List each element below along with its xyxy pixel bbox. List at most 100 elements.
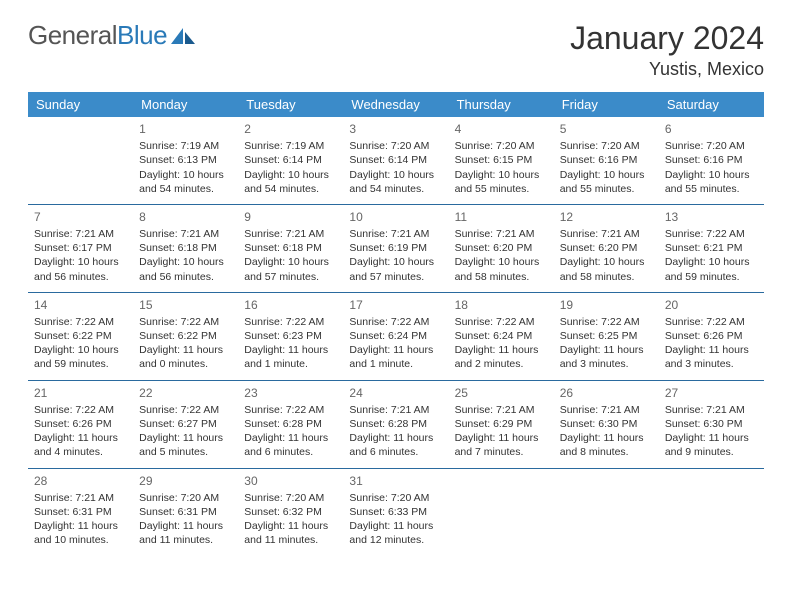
daylight-line: Daylight: 10 hours and 56 minutes. <box>34 255 127 283</box>
sunrise-line: Sunrise: 7:21 AM <box>455 227 548 241</box>
sunset-line: Sunset: 6:23 PM <box>244 329 337 343</box>
daylight-line: Daylight: 11 hours and 2 minutes. <box>455 343 548 371</box>
sunset-line: Sunset: 6:22 PM <box>139 329 232 343</box>
sunset-line: Sunset: 6:24 PM <box>455 329 548 343</box>
daylight-line: Daylight: 11 hours and 10 minutes. <box>34 519 127 547</box>
daylight-line: Daylight: 11 hours and 1 minute. <box>349 343 442 371</box>
sunset-line: Sunset: 6:16 PM <box>560 153 653 167</box>
sunrise-line: Sunrise: 7:20 AM <box>349 491 442 505</box>
sunset-line: Sunset: 6:31 PM <box>34 505 127 519</box>
sunset-line: Sunset: 6:21 PM <box>665 241 758 255</box>
day-number: 12 <box>560 209 653 225</box>
sunset-line: Sunset: 6:28 PM <box>244 417 337 431</box>
sunset-line: Sunset: 6:26 PM <box>665 329 758 343</box>
calendar-cell: 25Sunrise: 7:21 AMSunset: 6:29 PMDayligh… <box>449 380 554 468</box>
daylight-line: Daylight: 11 hours and 1 minute. <box>244 343 337 371</box>
day-number: 28 <box>34 473 127 489</box>
sunset-line: Sunset: 6:18 PM <box>244 241 337 255</box>
sunset-line: Sunset: 6:27 PM <box>139 417 232 431</box>
daylight-line: Daylight: 10 hours and 59 minutes. <box>34 343 127 371</box>
daylight-line: Daylight: 10 hours and 57 minutes. <box>244 255 337 283</box>
daylight-line: Daylight: 10 hours and 58 minutes. <box>455 255 548 283</box>
calendar-cell: 28Sunrise: 7:21 AMSunset: 6:31 PMDayligh… <box>28 468 133 555</box>
calendar-cell: 8Sunrise: 7:21 AMSunset: 6:18 PMDaylight… <box>133 204 238 292</box>
calendar-row: 1Sunrise: 7:19 AMSunset: 6:13 PMDaylight… <box>28 117 764 204</box>
month-title: January 2024 <box>570 20 764 57</box>
day-number: 30 <box>244 473 337 489</box>
day-number: 1 <box>139 121 232 137</box>
sunrise-line: Sunrise: 7:21 AM <box>560 403 653 417</box>
sunrise-line: Sunrise: 7:21 AM <box>139 227 232 241</box>
day-number: 16 <box>244 297 337 313</box>
logo-text-blue: Blue <box>117 20 167 50</box>
sunset-line: Sunset: 6:13 PM <box>139 153 232 167</box>
calendar-cell: 24Sunrise: 7:21 AMSunset: 6:28 PMDayligh… <box>343 380 448 468</box>
calendar-cell: 23 Sunrise: 7:22 AMSunset: 6:28 PMDayligh… <box>238 380 343 468</box>
daylight-line: Daylight: 11 hours and 6 minutes. <box>244 431 337 459</box>
calendar-table: SundayMondayTuesdayWednesdayThursdayFrid… <box>28 92 764 555</box>
sunrise-line: Sunrise: 7:22 AM <box>455 315 548 329</box>
day-number: 13 <box>665 209 758 225</box>
day-number: 17 <box>349 297 442 313</box>
calendar-row: 21Sunrise: 7:22 AMSunset: 6:26 PMDayligh… <box>28 380 764 468</box>
sunset-line: Sunset: 6:28 PM <box>349 417 442 431</box>
calendar-cell: 29Sunrise: 7:20 AMSunset: 6:31 PMDayligh… <box>133 468 238 555</box>
day-number: 24 <box>349 385 442 401</box>
day-number: 27 <box>665 385 758 401</box>
sunrise-line: Sunrise: 7:22 AM <box>34 315 127 329</box>
weekday-header: Friday <box>554 92 659 117</box>
calendar-cell: 22Sunrise: 7:22 AMSunset: 6:27 PMDayligh… <box>133 380 238 468</box>
sunrise-line: Sunrise: 7:22 AM <box>665 315 758 329</box>
day-number: 29 <box>139 473 232 489</box>
daylight-line: Daylight: 11 hours and 9 minutes. <box>665 431 758 459</box>
daylight-line: Daylight: 10 hours and 59 minutes. <box>665 255 758 283</box>
calendar-row: 14Sunrise: 7:22 AMSunset: 6:22 PMDayligh… <box>28 292 764 380</box>
sunrise-line: Sunrise: 7:22 AM <box>139 315 232 329</box>
logo: GeneralBlue <box>28 20 197 51</box>
sunrise-line: Sunrise: 7:22 AM <box>244 403 337 417</box>
daylight-line: Daylight: 11 hours and 4 minutes. <box>34 431 127 459</box>
calendar-cell: 14Sunrise: 7:22 AMSunset: 6:22 PMDayligh… <box>28 292 133 380</box>
day-number: 31 <box>349 473 442 489</box>
day-number: 23 <box>244 385 337 401</box>
day-number: 26 <box>560 385 653 401</box>
sunrise-line: Sunrise: 7:21 AM <box>349 227 442 241</box>
sunset-line: Sunset: 6:30 PM <box>560 417 653 431</box>
calendar-cell: 26 Sunrise: 7:21 AMSunset: 6:30 PMDayligh… <box>554 380 659 468</box>
daylight-line: Daylight: 11 hours and 6 minutes. <box>349 431 442 459</box>
sunrise-line: Sunrise: 7:19 AM <box>139 139 232 153</box>
calendar-cell: 21Sunrise: 7:22 AMSunset: 6:26 PMDayligh… <box>28 380 133 468</box>
calendar-cell: 13 Sunrise: 7:22 AMSunset: 6:21 PMDayligh… <box>659 204 764 292</box>
day-number: 8 <box>139 209 232 225</box>
sunset-line: Sunset: 6:14 PM <box>244 153 337 167</box>
sunrise-line: Sunrise: 7:22 AM <box>349 315 442 329</box>
calendar-cell: 12Sunrise: 7:21 AMSunset: 6:20 PMDayligh… <box>554 204 659 292</box>
weekday-header: Tuesday <box>238 92 343 117</box>
calendar-cell: 9Sunrise: 7:21 AMSunset: 6:18 PMDaylight… <box>238 204 343 292</box>
weekday-header: Wednesday <box>343 92 448 117</box>
calendar-head: SundayMondayTuesdayWednesdayThursdayFrid… <box>28 92 764 117</box>
calendar-cell-empty <box>554 468 659 555</box>
sunrise-line: Sunrise: 7:22 AM <box>139 403 232 417</box>
sunrise-line: Sunrise: 7:20 AM <box>244 491 337 505</box>
logo-text-gray: General <box>28 20 117 50</box>
daylight-line: Daylight: 11 hours and 8 minutes. <box>560 431 653 459</box>
sunrise-line: Sunrise: 7:21 AM <box>455 403 548 417</box>
day-number: 18 <box>455 297 548 313</box>
sunrise-line: Sunrise: 7:22 AM <box>665 227 758 241</box>
weekday-header: Thursday <box>449 92 554 117</box>
calendar-cell: 10Sunrise: 7:21 AMSunset: 6:19 PMDayligh… <box>343 204 448 292</box>
sunset-line: Sunset: 6:19 PM <box>349 241 442 255</box>
day-number: 22 <box>139 385 232 401</box>
sunset-line: Sunset: 6:25 PM <box>560 329 653 343</box>
sunset-line: Sunset: 6:17 PM <box>34 241 127 255</box>
calendar-row: 7Sunrise: 7:21 AMSunset: 6:17 PMDaylight… <box>28 204 764 292</box>
day-number: 15 <box>139 297 232 313</box>
daylight-line: Daylight: 11 hours and 0 minutes. <box>139 343 232 371</box>
calendar-cell: 20Sunrise: 7:22 AMSunset: 6:26 PMDayligh… <box>659 292 764 380</box>
calendar-cell: 2Sunrise: 7:19 AMSunset: 6:14 PMDaylight… <box>238 117 343 204</box>
sunrise-line: Sunrise: 7:22 AM <box>34 403 127 417</box>
daylight-line: Daylight: 10 hours and 57 minutes. <box>349 255 442 283</box>
calendar-cell: 11Sunrise: 7:21 AMSunset: 6:20 PMDayligh… <box>449 204 554 292</box>
sunrise-line: Sunrise: 7:21 AM <box>665 403 758 417</box>
